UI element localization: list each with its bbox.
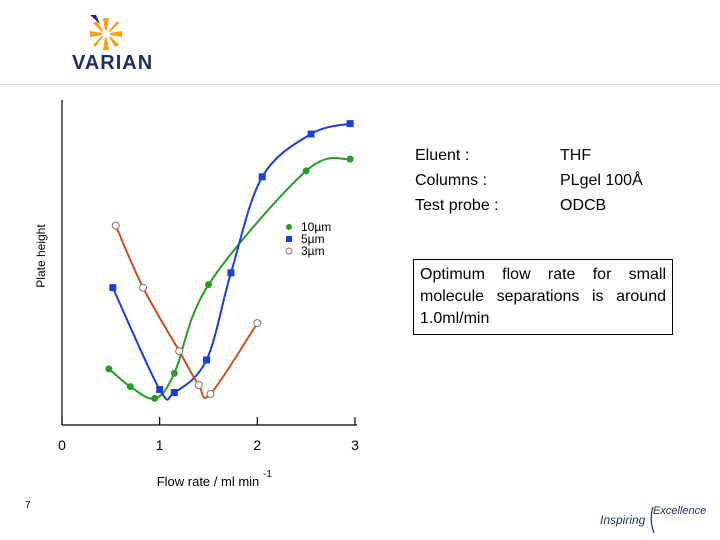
- data-point-open-circle: [206, 389, 215, 398]
- data-point-circle: [170, 369, 178, 377]
- data-point-circle: [302, 167, 310, 175]
- conditions-row: Test probe : ODCB: [415, 193, 643, 218]
- x-axis-label: Flow rate / ml min: [157, 474, 260, 489]
- data-point-square: [227, 269, 235, 277]
- data-point-square: [156, 386, 164, 394]
- conditions-label: Test probe :: [415, 196, 499, 214]
- y-axis-label: Plate height: [34, 224, 48, 288]
- footer-tagline-excellence: Excellence: [653, 505, 707, 517]
- footer-tagline-inspiring: Inspiring: [600, 513, 646, 527]
- data-point-square: [258, 173, 266, 181]
- conditions-label: Eluent :: [415, 146, 470, 164]
- data-point-square: [203, 356, 211, 364]
- x-tick-label: 3: [351, 437, 359, 453]
- data-point-circle: [205, 281, 212, 289]
- conditions-value: PLgel 100Å: [560, 171, 643, 189]
- legend-marker-square: [286, 236, 292, 242]
- legend-label: 3µm: [301, 244, 325, 258]
- footer-swoosh-icon: [650, 506, 655, 534]
- legend-label: 10µm: [301, 220, 331, 234]
- data-point-open-circle: [194, 381, 203, 390]
- conditions-value: ODCB: [560, 196, 607, 214]
- data-point-circle: [346, 155, 354, 163]
- conditions-table: Eluent : THF Columns : PLgel 100Å Test p…: [415, 143, 643, 218]
- data-point-circle: [151, 394, 159, 402]
- data-point-open-circle: [139, 283, 148, 292]
- data-point-square: [346, 120, 354, 128]
- data-point-open-circle: [253, 319, 262, 328]
- brand-name: VARIAN: [72, 52, 154, 74]
- data-point-square: [170, 389, 178, 396]
- conditions-label: Columns :: [415, 171, 488, 189]
- x-tick-label: 0: [58, 437, 66, 453]
- legend-marker-open-circle: [285, 247, 293, 255]
- x-tick-label: 1: [156, 437, 164, 453]
- header-bar: [0, 0, 720, 85]
- conditions-row: Eluent : THF: [415, 143, 643, 168]
- data-point-circle: [105, 365, 113, 373]
- data-point-open-circle: [111, 221, 120, 230]
- legend-label: 5µm: [301, 232, 325, 246]
- x-axis-label-superscript: -1: [263, 469, 272, 480]
- varian-logo-icon: [90, 15, 122, 50]
- data-point-open-circle: [175, 347, 184, 356]
- data-point-square: [307, 130, 315, 138]
- data-point-circle: [126, 383, 134, 391]
- data-point-square: [109, 284, 117, 292]
- page-number: 7: [25, 500, 31, 511]
- legend-marker-circle: [286, 224, 292, 230]
- optimum-note: Optimum flow rate for small molecule sep…: [413, 259, 673, 335]
- series-line-2: [114, 225, 259, 399]
- plate-height-chart: 0 1 2 3 Flow rate / ml min -1 Plate height 10µm…: [34, 100, 359, 489]
- x-tick-label: 2: [253, 437, 261, 453]
- conditions-row: Columns : PLgel 100Å: [415, 168, 643, 193]
- conditions-value: THF: [560, 146, 592, 164]
